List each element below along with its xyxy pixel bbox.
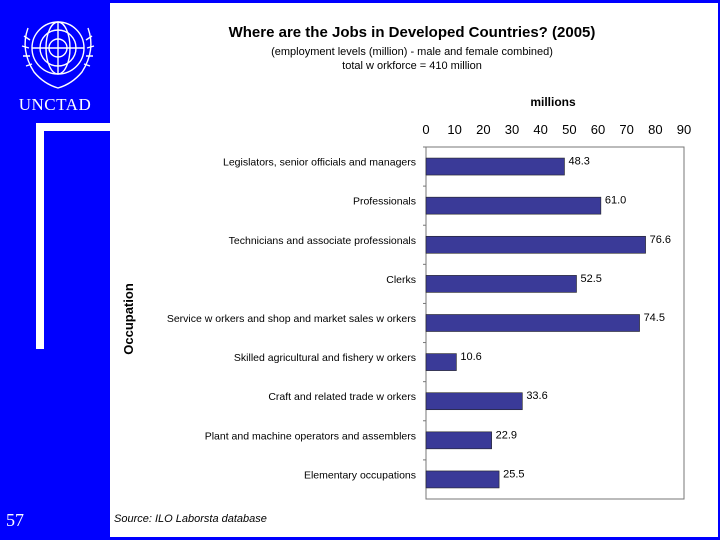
bar [425, 275, 577, 293]
value-label: 61.0 [605, 195, 626, 207]
value-label: 10.6 [460, 351, 481, 363]
bar [425, 392, 523, 411]
x-tick-label: 60 [591, 122, 605, 137]
x-tick-label: 10 [447, 122, 461, 137]
x-tick-label: 30 [505, 122, 519, 137]
x-tick-label: 20 [476, 122, 490, 137]
decor-vertical-bar [36, 123, 44, 349]
org-label: UNCTAD [18, 95, 92, 114]
x-tick-label: 0 [422, 122, 429, 137]
category-label: Service w orkers and shop and market sal… [167, 313, 416, 325]
category-label: Technicians and associate professionals [229, 235, 416, 247]
value-label: 52.5 [581, 273, 602, 285]
bar [425, 353, 457, 371]
value-label: 76.6 [650, 234, 671, 246]
chart-subtitle-2: total w orkforce = 410 million [342, 60, 482, 72]
page-number: 57 [6, 510, 24, 530]
un-emblem-icon [21, 21, 95, 89]
value-label: 22.9 [496, 429, 517, 441]
x-tick-label: 40 [533, 122, 547, 137]
bar [425, 431, 492, 450]
x-tick-label: 90 [677, 122, 691, 137]
bar [425, 235, 646, 254]
x-axis-label: millions [530, 95, 576, 109]
x-tick-label: 50 [562, 122, 576, 137]
source-note: Source: ILO Laborsta database [114, 513, 267, 525]
bar-chart: Where are the Jobs in Developed Countrie… [121, 24, 691, 500]
value-label: 74.5 [644, 312, 665, 324]
bar [425, 470, 500, 489]
bar [425, 196, 602, 215]
chart-panel: Where are the Jobs in Developed Countrie… [110, 3, 718, 537]
category-label: Elementary occupations [304, 469, 416, 481]
category-label: Professionals [353, 196, 416, 208]
category-label: Plant and machine operators and assemble… [205, 430, 416, 442]
value-label: 48.3 [568, 156, 589, 168]
category-label: Craft and related trade w orkers [268, 391, 416, 403]
chart-title: Where are the Jobs in Developed Countrie… [229, 24, 596, 41]
value-label: 33.6 [526, 390, 547, 402]
bar [425, 157, 565, 176]
y-axis-label: Occupation [121, 283, 136, 355]
chart-subtitle: (employment levels (million) - male and … [271, 46, 553, 58]
bar [425, 314, 640, 332]
value-label: 25.5 [503, 468, 524, 480]
decor-horizontal-bar [36, 123, 118, 131]
category-label: Clerks [386, 274, 416, 286]
category-label: Skilled agricultural and fishery w orker… [234, 352, 416, 364]
x-tick-label: 70 [619, 122, 633, 137]
category-label: Legislators, senior officials and manage… [223, 157, 416, 169]
x-tick-label: 80 [648, 122, 662, 137]
